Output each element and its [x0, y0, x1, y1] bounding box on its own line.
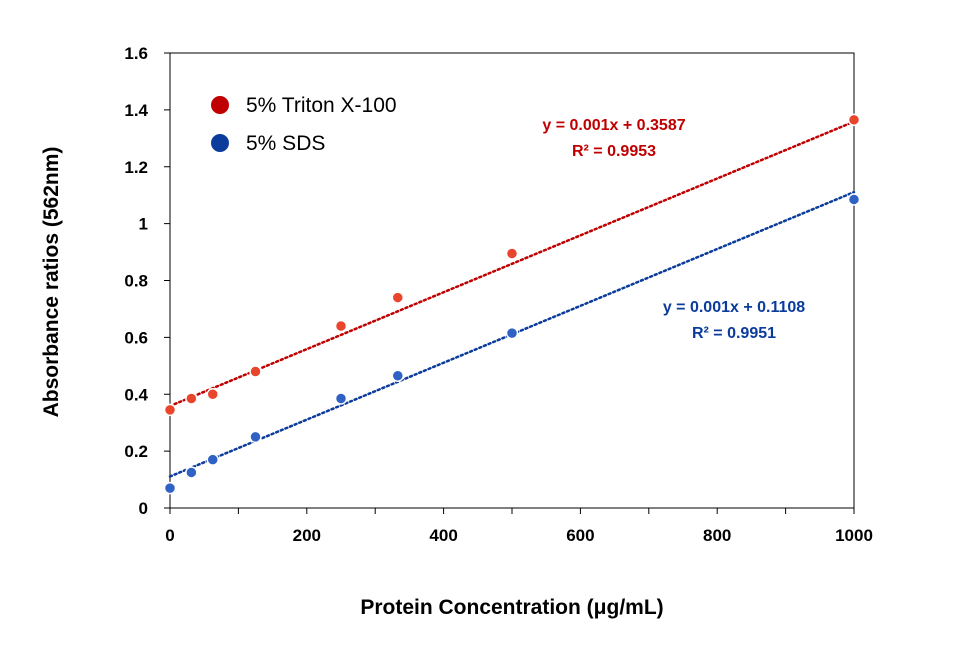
data-point: [847, 193, 861, 206]
x-tick-label: 800: [703, 526, 731, 545]
y-tick-label: 1.2: [124, 158, 148, 177]
legend-item-sds: 5% SDS: [211, 132, 325, 155]
data-point: [847, 113, 861, 127]
y-tick-label: 1: [139, 215, 148, 234]
trendline-equation-triton: y = 0.001x + 0.3587 R² = 0.9953: [542, 117, 685, 160]
data-point: [334, 392, 348, 405]
y-tick-label: 0.2: [124, 442, 148, 461]
legend-marker: [211, 96, 229, 114]
legend-marker: [211, 134, 229, 152]
data-points: [163, 113, 861, 495]
r-squared-label: R² = 0.9951: [692, 325, 776, 342]
y-axis: 0 0.2 0.4 0.6 0.8 1 1.2 1.4 1.6: [124, 44, 170, 518]
x-tick-label: 1000: [835, 526, 873, 545]
data-point: [391, 291, 405, 304]
x-tick-label: 400: [429, 526, 457, 545]
y-tick-label: 0.6: [124, 328, 148, 347]
trendline: [168, 120, 856, 408]
y-tick-label: 0: [139, 499, 148, 518]
data-point: [391, 369, 405, 383]
trendline-equation-sds: y = 0.001x + 0.1108 R² = 0.9951: [663, 299, 805, 342]
data-point: [185, 392, 198, 405]
data-point: [206, 453, 219, 466]
data-point: [505, 247, 519, 260]
x-tick-label: 0: [165, 526, 174, 545]
data-point: [505, 326, 519, 340]
y-tick-label: 0.8: [124, 272, 148, 291]
data-point: [185, 466, 198, 479]
legend: 5% Triton X-100 5% SDS: [211, 94, 397, 155]
x-tick-label: 600: [566, 526, 594, 545]
data-point: [249, 365, 262, 378]
y-tick-label: 1.6: [124, 44, 148, 63]
data-point: [163, 481, 177, 495]
data-point: [206, 388, 219, 401]
y-axis-title: Absorbance ratios (562nm): [40, 147, 63, 418]
plot-frame: [169, 52, 855, 509]
legend-label: 5% Triton X-100: [246, 94, 397, 117]
y-tick-label: 0.4: [124, 385, 148, 404]
legend-label: 5% SDS: [246, 132, 325, 155]
plot-area: [169, 52, 855, 509]
data-point: [163, 403, 177, 417]
equation-label: y = 0.001x + 0.3587: [542, 117, 685, 134]
data-point: [334, 319, 348, 333]
r-squared-label: R² = 0.9953: [572, 143, 656, 160]
x-tick-label: 200: [293, 526, 321, 545]
data-point: [249, 430, 262, 444]
y-tick-label: 1.4: [124, 101, 148, 120]
x-axis: 0 200 400 600 800 1000: [165, 508, 873, 545]
equation-label: y = 0.001x + 0.1108: [663, 299, 805, 316]
legend-item-triton: 5% Triton X-100: [211, 94, 397, 117]
x-axis-title: Protein Concentration (μg/mL): [360, 596, 663, 619]
